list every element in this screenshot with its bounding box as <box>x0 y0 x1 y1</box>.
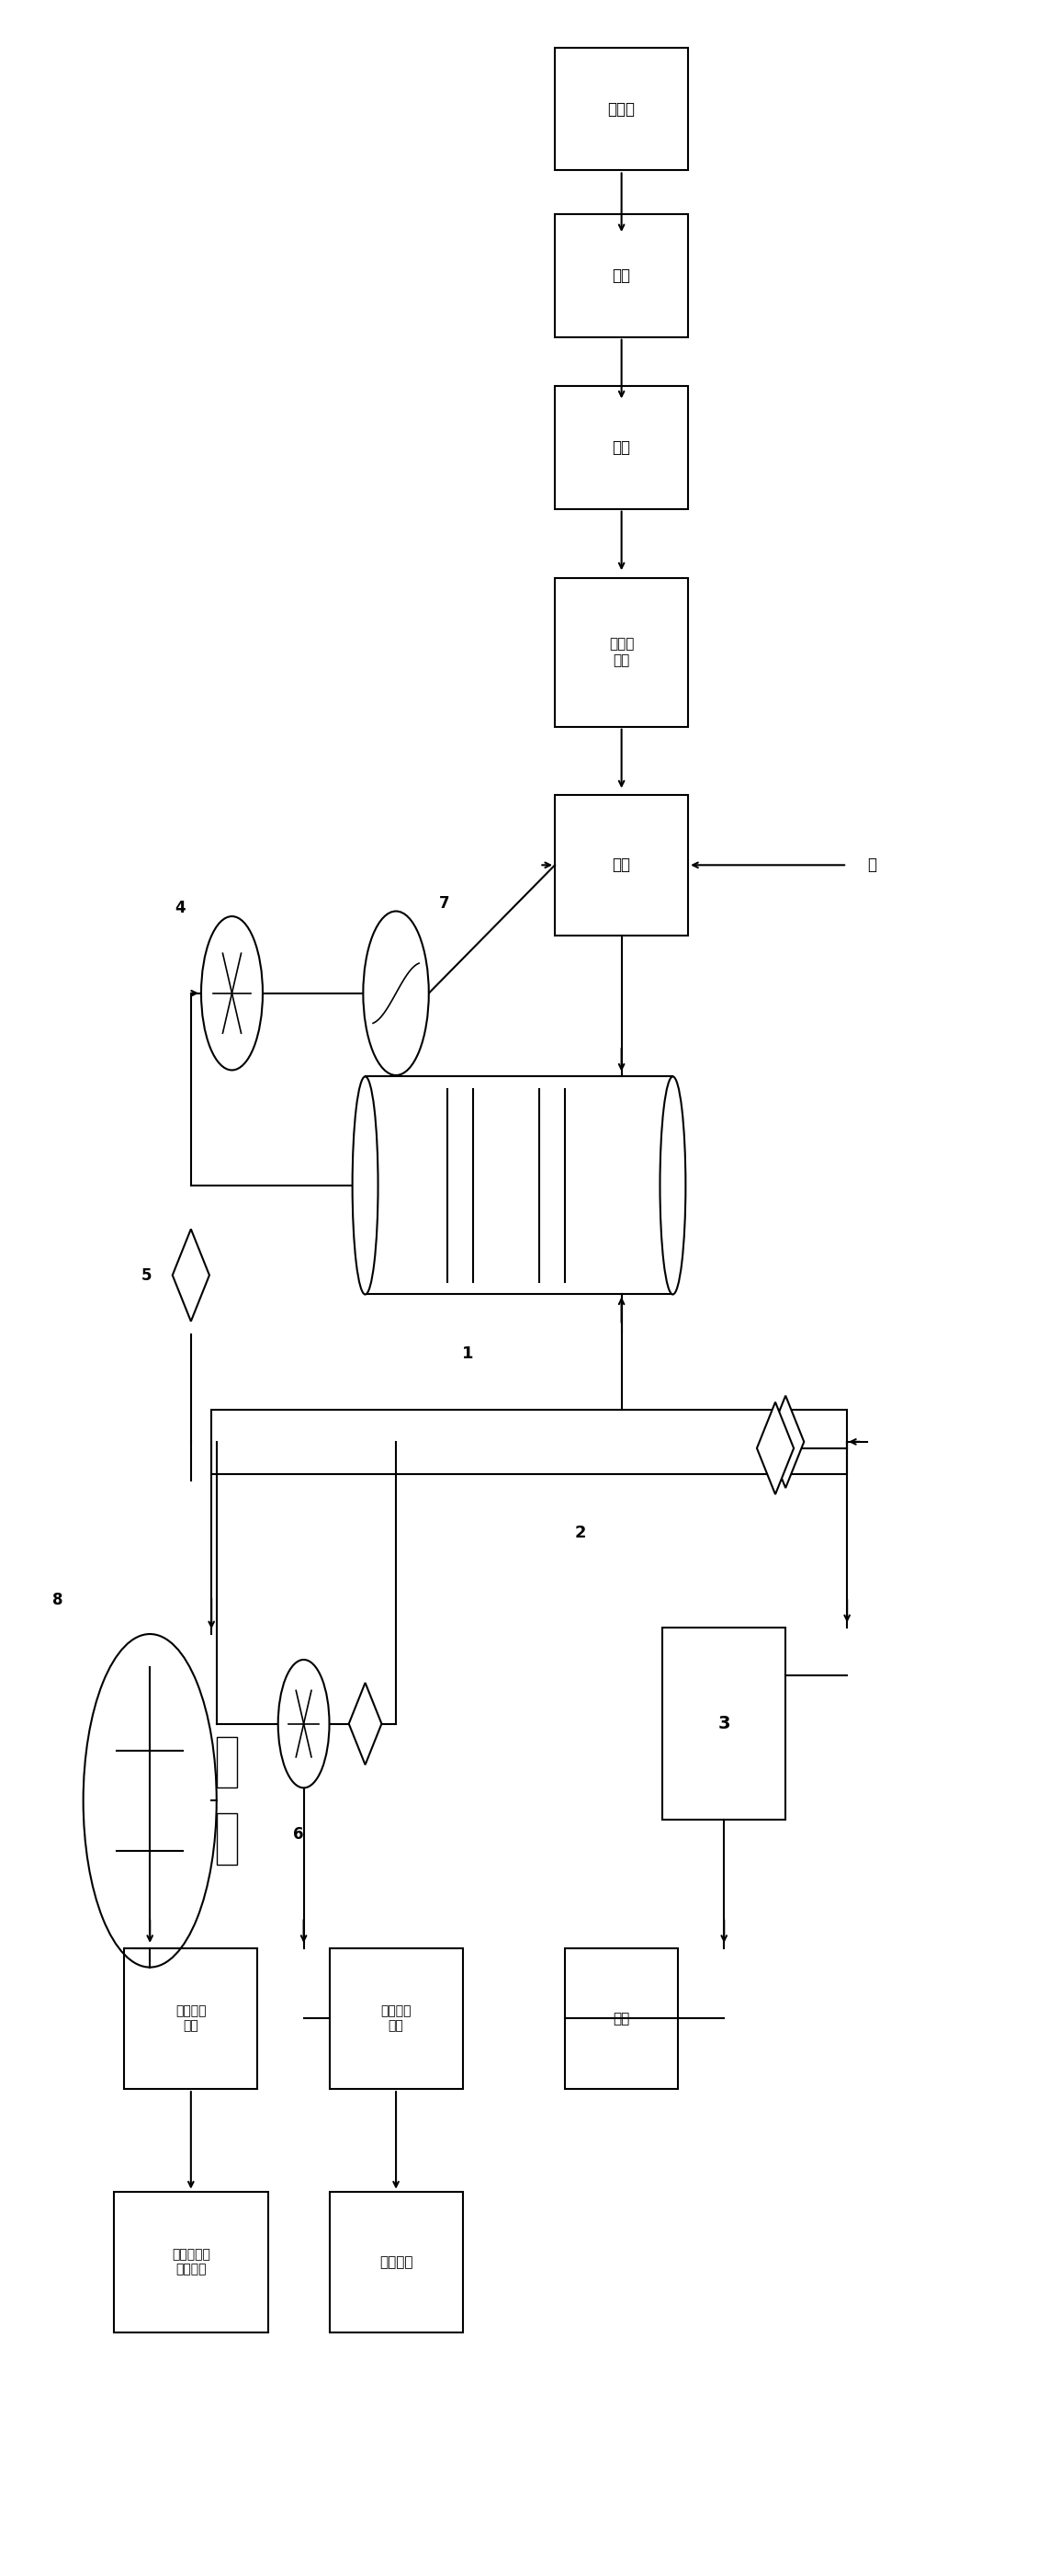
Text: 不溶性硫磺
成品包装: 不溶性硫磺 成品包装 <box>171 2249 210 2277</box>
Bar <box>329 1947 463 2089</box>
Circle shape <box>278 1659 329 1788</box>
Bar <box>114 2192 268 2331</box>
Text: 4: 4 <box>175 899 186 917</box>
Text: 1: 1 <box>462 1345 473 1363</box>
Ellipse shape <box>660 1077 686 1293</box>
Bar <box>217 1736 237 1788</box>
Bar <box>212 1409 847 1473</box>
Text: 水: 水 <box>868 858 877 873</box>
Text: 6: 6 <box>294 1826 304 1842</box>
Circle shape <box>201 917 263 1069</box>
Circle shape <box>363 912 429 1074</box>
Text: 8: 8 <box>52 1592 62 1607</box>
Bar <box>217 1814 237 1865</box>
Text: 2: 2 <box>575 1525 586 1540</box>
Text: 硫磺回收
处理: 硫磺回收 处理 <box>175 2004 207 2032</box>
Text: 半固化
处理: 半固化 处理 <box>609 636 634 667</box>
Text: 5: 5 <box>141 1267 152 1283</box>
Polygon shape <box>172 1229 210 1321</box>
Bar <box>565 1947 678 2089</box>
Bar <box>555 793 688 935</box>
Polygon shape <box>757 1401 794 1494</box>
Bar <box>365 1077 673 1293</box>
Ellipse shape <box>352 1077 378 1293</box>
Text: 硫磺回用: 硫磺回用 <box>379 2254 413 2269</box>
Text: 冷却: 冷却 <box>612 438 631 456</box>
Text: 硫磺回收
处理: 硫磺回收 处理 <box>381 2004 411 2032</box>
Text: 蒸发: 蒸发 <box>613 2012 630 2025</box>
Bar <box>555 214 688 337</box>
Text: 7: 7 <box>439 894 449 912</box>
Bar <box>555 46 688 170</box>
Circle shape <box>83 1633 217 1968</box>
Text: 3: 3 <box>718 1716 731 1734</box>
Polygon shape <box>767 1396 804 1489</box>
Text: 捏合: 捏合 <box>612 858 631 873</box>
Text: 加热: 加热 <box>612 268 631 283</box>
Bar <box>329 2192 463 2331</box>
Bar <box>662 1628 786 1819</box>
Bar <box>125 1947 257 2089</box>
Polygon shape <box>349 1682 382 1765</box>
Text: 反应器: 反应器 <box>607 100 635 116</box>
Bar <box>555 386 688 510</box>
Bar <box>555 577 688 726</box>
